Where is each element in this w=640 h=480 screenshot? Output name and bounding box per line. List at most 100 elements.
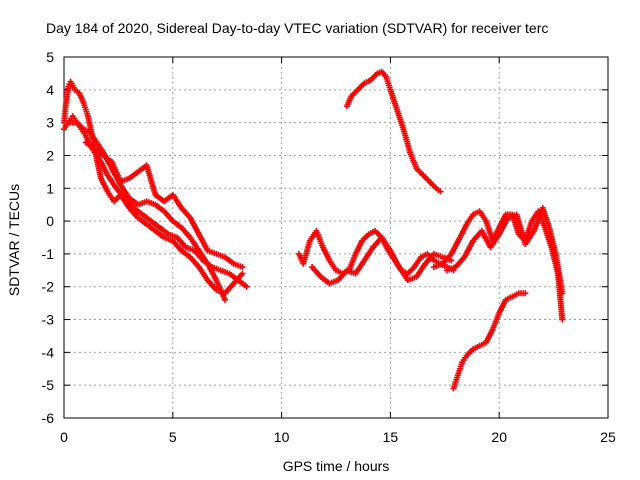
- track-marks: [179, 206, 192, 220]
- track-marks: [477, 210, 488, 223]
- track-marks: [360, 232, 371, 243]
- track-marks: [465, 347, 475, 358]
- series-arc-4: [82, 139, 246, 271]
- track-marks: [114, 186, 127, 200]
- y-axis-label: SDTVAR / TECUs: [6, 184, 22, 296]
- track-marks: [118, 183, 132, 200]
- track-marks: [433, 258, 442, 266]
- track-marks: [420, 252, 429, 260]
- track-marks: [88, 131, 99, 144]
- track-marks: [523, 229, 536, 246]
- y-tick-label: 1: [46, 180, 54, 196]
- track-marks: [132, 206, 144, 217]
- series-arc-5: [296, 227, 457, 277]
- track-marks: [62, 121, 70, 131]
- track-marks: [362, 246, 375, 262]
- track-marks: [197, 265, 210, 282]
- track-marks: [367, 229, 376, 237]
- track-marks: [478, 340, 487, 348]
- track-marks: [92, 151, 103, 164]
- track-marks: [128, 170, 140, 181]
- y-tick-label: -4: [42, 344, 55, 360]
- y-tick-label: 5: [46, 49, 54, 65]
- track-marks: [514, 213, 528, 246]
- track-marks: [75, 121, 85, 131]
- track-marks: [128, 196, 140, 207]
- series-arc-1: [61, 78, 246, 297]
- track-marks: [484, 328, 495, 344]
- track-marks: [553, 252, 565, 295]
- track-marks: [517, 290, 527, 297]
- x-tick-labels: 0 5 10 15 20 25: [60, 429, 616, 445]
- track-marks: [223, 255, 235, 266]
- track-marks: [149, 219, 162, 230]
- y-tick-labels: 5 4 3 2 1 0 -1 -2 -3 -4 -5 -6: [42, 49, 55, 426]
- track-marks: [346, 268, 357, 276]
- track-marks: [205, 262, 219, 282]
- track-marks: [112, 193, 122, 203]
- y-tick-label: -2: [42, 279, 55, 295]
- plot-frame: [63, 56, 609, 419]
- track-marks: [406, 274, 418, 283]
- track-marks: [105, 174, 118, 190]
- track-marks: [171, 239, 184, 252]
- track-marks: [314, 229, 326, 249]
- track-marks: [94, 141, 105, 154]
- track-marks: [504, 294, 514, 302]
- track-marks: [406, 265, 416, 275]
- track-marks: [407, 151, 419, 170]
- track-marks: [497, 216, 510, 236]
- track-marks: [356, 81, 366, 92]
- track-marks: [414, 262, 427, 279]
- track-marks: [158, 225, 170, 236]
- track-marks: [71, 115, 79, 124]
- series-arc-8: [450, 290, 529, 392]
- track-marks: [310, 265, 323, 279]
- track-marks: [141, 212, 153, 223]
- track-marks: [349, 88, 360, 98]
- track-marks: [454, 255, 466, 269]
- track-marks: [162, 209, 175, 223]
- track-marks: [369, 72, 379, 82]
- track-marks: [63, 85, 72, 104]
- track-marks: [171, 219, 183, 230]
- y-tick-label: -1: [42, 246, 55, 262]
- x-tick-label: 5: [169, 429, 177, 445]
- track-marks: [84, 140, 96, 151]
- track-marks: [68, 80, 77, 91]
- track-marks: [336, 268, 349, 282]
- y-tick-label: -6: [42, 410, 55, 426]
- track-marks: [353, 259, 367, 275]
- track-marks: [383, 75, 393, 91]
- track-marks: [497, 213, 508, 229]
- track-marks: [344, 95, 354, 108]
- x-tick-label: 0: [60, 429, 68, 445]
- track-marks: [464, 213, 475, 226]
- track-marks: [69, 119, 78, 126]
- axis-ticks: [63, 56, 609, 419]
- y-tick-label: -3: [42, 312, 55, 328]
- track-marks: [433, 251, 444, 260]
- track-marks: [421, 173, 431, 184]
- track-marks: [449, 236, 463, 256]
- track-marks: [188, 255, 201, 269]
- track-marks: [167, 232, 178, 240]
- series-arc-6: [309, 234, 455, 287]
- track-marks: [320, 246, 332, 262]
- track-marks: [188, 216, 201, 236]
- track-marks: [327, 259, 338, 272]
- track-marks: [77, 92, 86, 104]
- track-marks: [154, 202, 166, 213]
- data-marks: [61, 68, 566, 392]
- data-point: [559, 316, 566, 323]
- track-marks: [490, 312, 502, 331]
- track-marks: [415, 167, 425, 177]
- track-marks: [206, 248, 218, 257]
- track-marks: [144, 164, 158, 196]
- data-point: [448, 257, 455, 264]
- track-marks: [214, 279, 228, 301]
- track-marks: [504, 211, 514, 218]
- track-marks: [211, 264, 222, 273]
- track-marks: [119, 176, 131, 184]
- data-point: [222, 296, 229, 303]
